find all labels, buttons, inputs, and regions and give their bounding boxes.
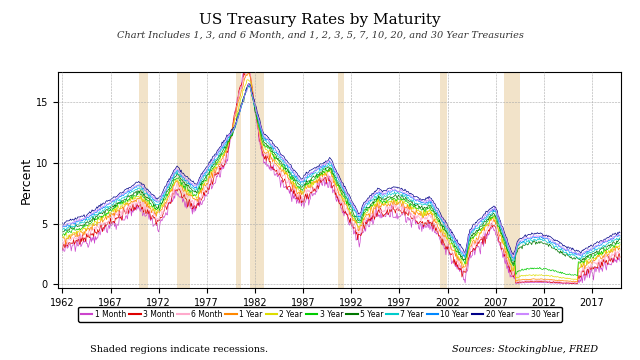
Legend: 1 Month, 3 Month, 6 Month, 1 Year, 2 Year, 3 Year, 5 Year, 7 Year, 10 Year, 20 Y: 1 Month, 3 Month, 6 Month, 1 Year, 2 Yea…: [78, 307, 562, 322]
Bar: [250, 72, 264, 288]
Bar: [440, 72, 447, 288]
Y-axis label: Percent: Percent: [20, 157, 33, 203]
Bar: [504, 72, 520, 288]
Text: US Treasury Rates by Maturity: US Treasury Rates by Maturity: [199, 13, 441, 27]
Text: Sources: Stockingblue, FRED: Sources: Stockingblue, FRED: [452, 345, 598, 354]
Bar: [337, 72, 344, 288]
Bar: [177, 72, 190, 288]
X-axis label: Date: Date: [324, 310, 354, 324]
Bar: [236, 72, 241, 288]
Text: Shaded regions indicate recessions.: Shaded regions indicate recessions.: [90, 345, 268, 354]
Bar: [52, 72, 55, 288]
Text: Chart Includes 1, 3, and 6 Month, and 1, 2, 3, 5, 7, 10, 20, and 30 Year Treasur: Chart Includes 1, 3, and 6 Month, and 1,…: [116, 31, 524, 40]
Bar: [139, 72, 148, 288]
